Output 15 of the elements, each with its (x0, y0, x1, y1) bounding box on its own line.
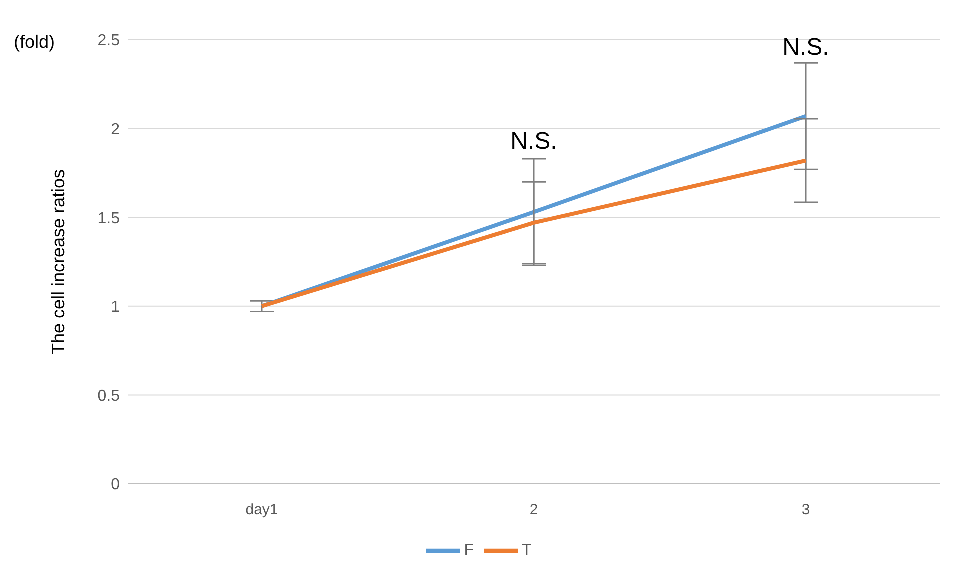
x-tick-label: day1 (246, 502, 278, 519)
x-tick-label: 3 (802, 502, 810, 519)
legend-label: T (522, 542, 532, 560)
annotation: N.S. (510, 128, 558, 156)
y-tick-label: 1.5 (98, 210, 120, 228)
y-tick-label: 0.5 (98, 388, 120, 405)
y-tick-label: 0 (111, 476, 120, 494)
legend-label: F (464, 542, 474, 560)
unit-note: (fold) (14, 32, 56, 53)
x-tick-label: 2 (530, 502, 538, 519)
y-tick-label: 2.5 (98, 32, 120, 50)
y-tick-label: 2 (111, 121, 120, 138)
y-tick-label: 1 (111, 299, 120, 316)
y-axis-title: The cell increase ratios (48, 169, 68, 355)
annotation: N.S. (782, 34, 830, 62)
